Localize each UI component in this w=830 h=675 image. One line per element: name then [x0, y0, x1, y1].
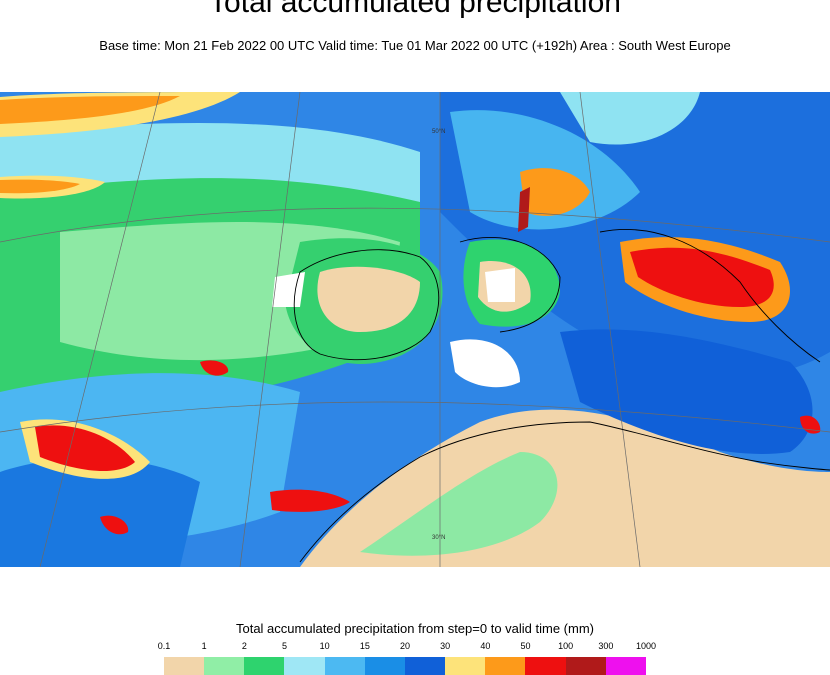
- precip-cell-small: [200, 360, 229, 376]
- legend-tick-label: 30: [440, 641, 451, 651]
- legend-swatch: [284, 657, 325, 675]
- legend-title: Total accumulated precipitation from ste…: [235, 621, 594, 636]
- legend-swatch: [404, 657, 446, 675]
- map-subtitle: Base time: Mon 21 Feb 2022 00 UTC Valid …: [99, 38, 731, 53]
- legend-tick-label: 300: [598, 641, 614, 651]
- legend-swatch: [485, 657, 526, 675]
- legend-swatch: [204, 657, 245, 675]
- legend-swatch: [565, 657, 606, 675]
- land-iberia-dry: [317, 266, 420, 332]
- precip-high-band-left-orange: [0, 179, 80, 194]
- legend-swatch: [364, 657, 405, 675]
- land-france-no-precip: [485, 268, 515, 302]
- legend-tick-label: 2: [241, 641, 247, 651]
- land-north-africa-green: [360, 452, 558, 556]
- precipitation-map: 50°N 30°N: [0, 92, 830, 567]
- legend-tick-label: 40: [480, 641, 491, 651]
- precip-cell-dark-red: [518, 187, 530, 232]
- legend-swatch: [324, 657, 365, 675]
- legend-tick-label: 50: [520, 641, 531, 651]
- legend-swatch: [605, 657, 646, 675]
- land-no-precip: [272, 272, 305, 307]
- precip-cell-alps: [520, 168, 590, 216]
- legend-tick-label: 100: [558, 641, 574, 651]
- legend-tick-label: 1: [201, 641, 207, 651]
- precip-high-band-top-orange: [0, 96, 180, 124]
- legend-swatch: [164, 657, 205, 675]
- graticule: [0, 92, 830, 567]
- legend-swatch: [445, 657, 486, 675]
- map-canvas: 50°N 30°N: [0, 92, 830, 567]
- page-title: Total accumulated precipitation: [209, 0, 621, 19]
- legend-tick-label: 15: [359, 641, 370, 651]
- precip-band-dark-blue: [0, 458, 200, 567]
- precip-cell-morocco: [270, 489, 350, 512]
- legend-tick-label: 5: [281, 641, 288, 651]
- graticule-label: 50°N: [432, 129, 445, 135]
- precip-cell-southwest: [100, 515, 129, 535]
- precip-cell-atlantic-red: [35, 425, 135, 472]
- legend-swatch: [244, 657, 285, 675]
- legend-tick-label: 0.1: [157, 641, 171, 651]
- coastlines: [293, 229, 830, 563]
- precip-cell-italy-red: [630, 247, 774, 307]
- land-africa-no-precip: [450, 339, 520, 388]
- legend-ticks: 0.1 1 2 5 10 15 20 30 40 50 100 300 1000: [0, 641, 830, 653]
- legend-colorbar: [164, 657, 646, 675]
- graticule-label: 30°N: [432, 535, 445, 541]
- legend-tick-label: 1000: [635, 641, 657, 651]
- legend-tick-label: 10: [319, 641, 330, 651]
- legend-swatch: [525, 657, 566, 675]
- legend-tick-label: 20: [399, 641, 411, 651]
- precip-band-northeast-cyan: [560, 92, 700, 145]
